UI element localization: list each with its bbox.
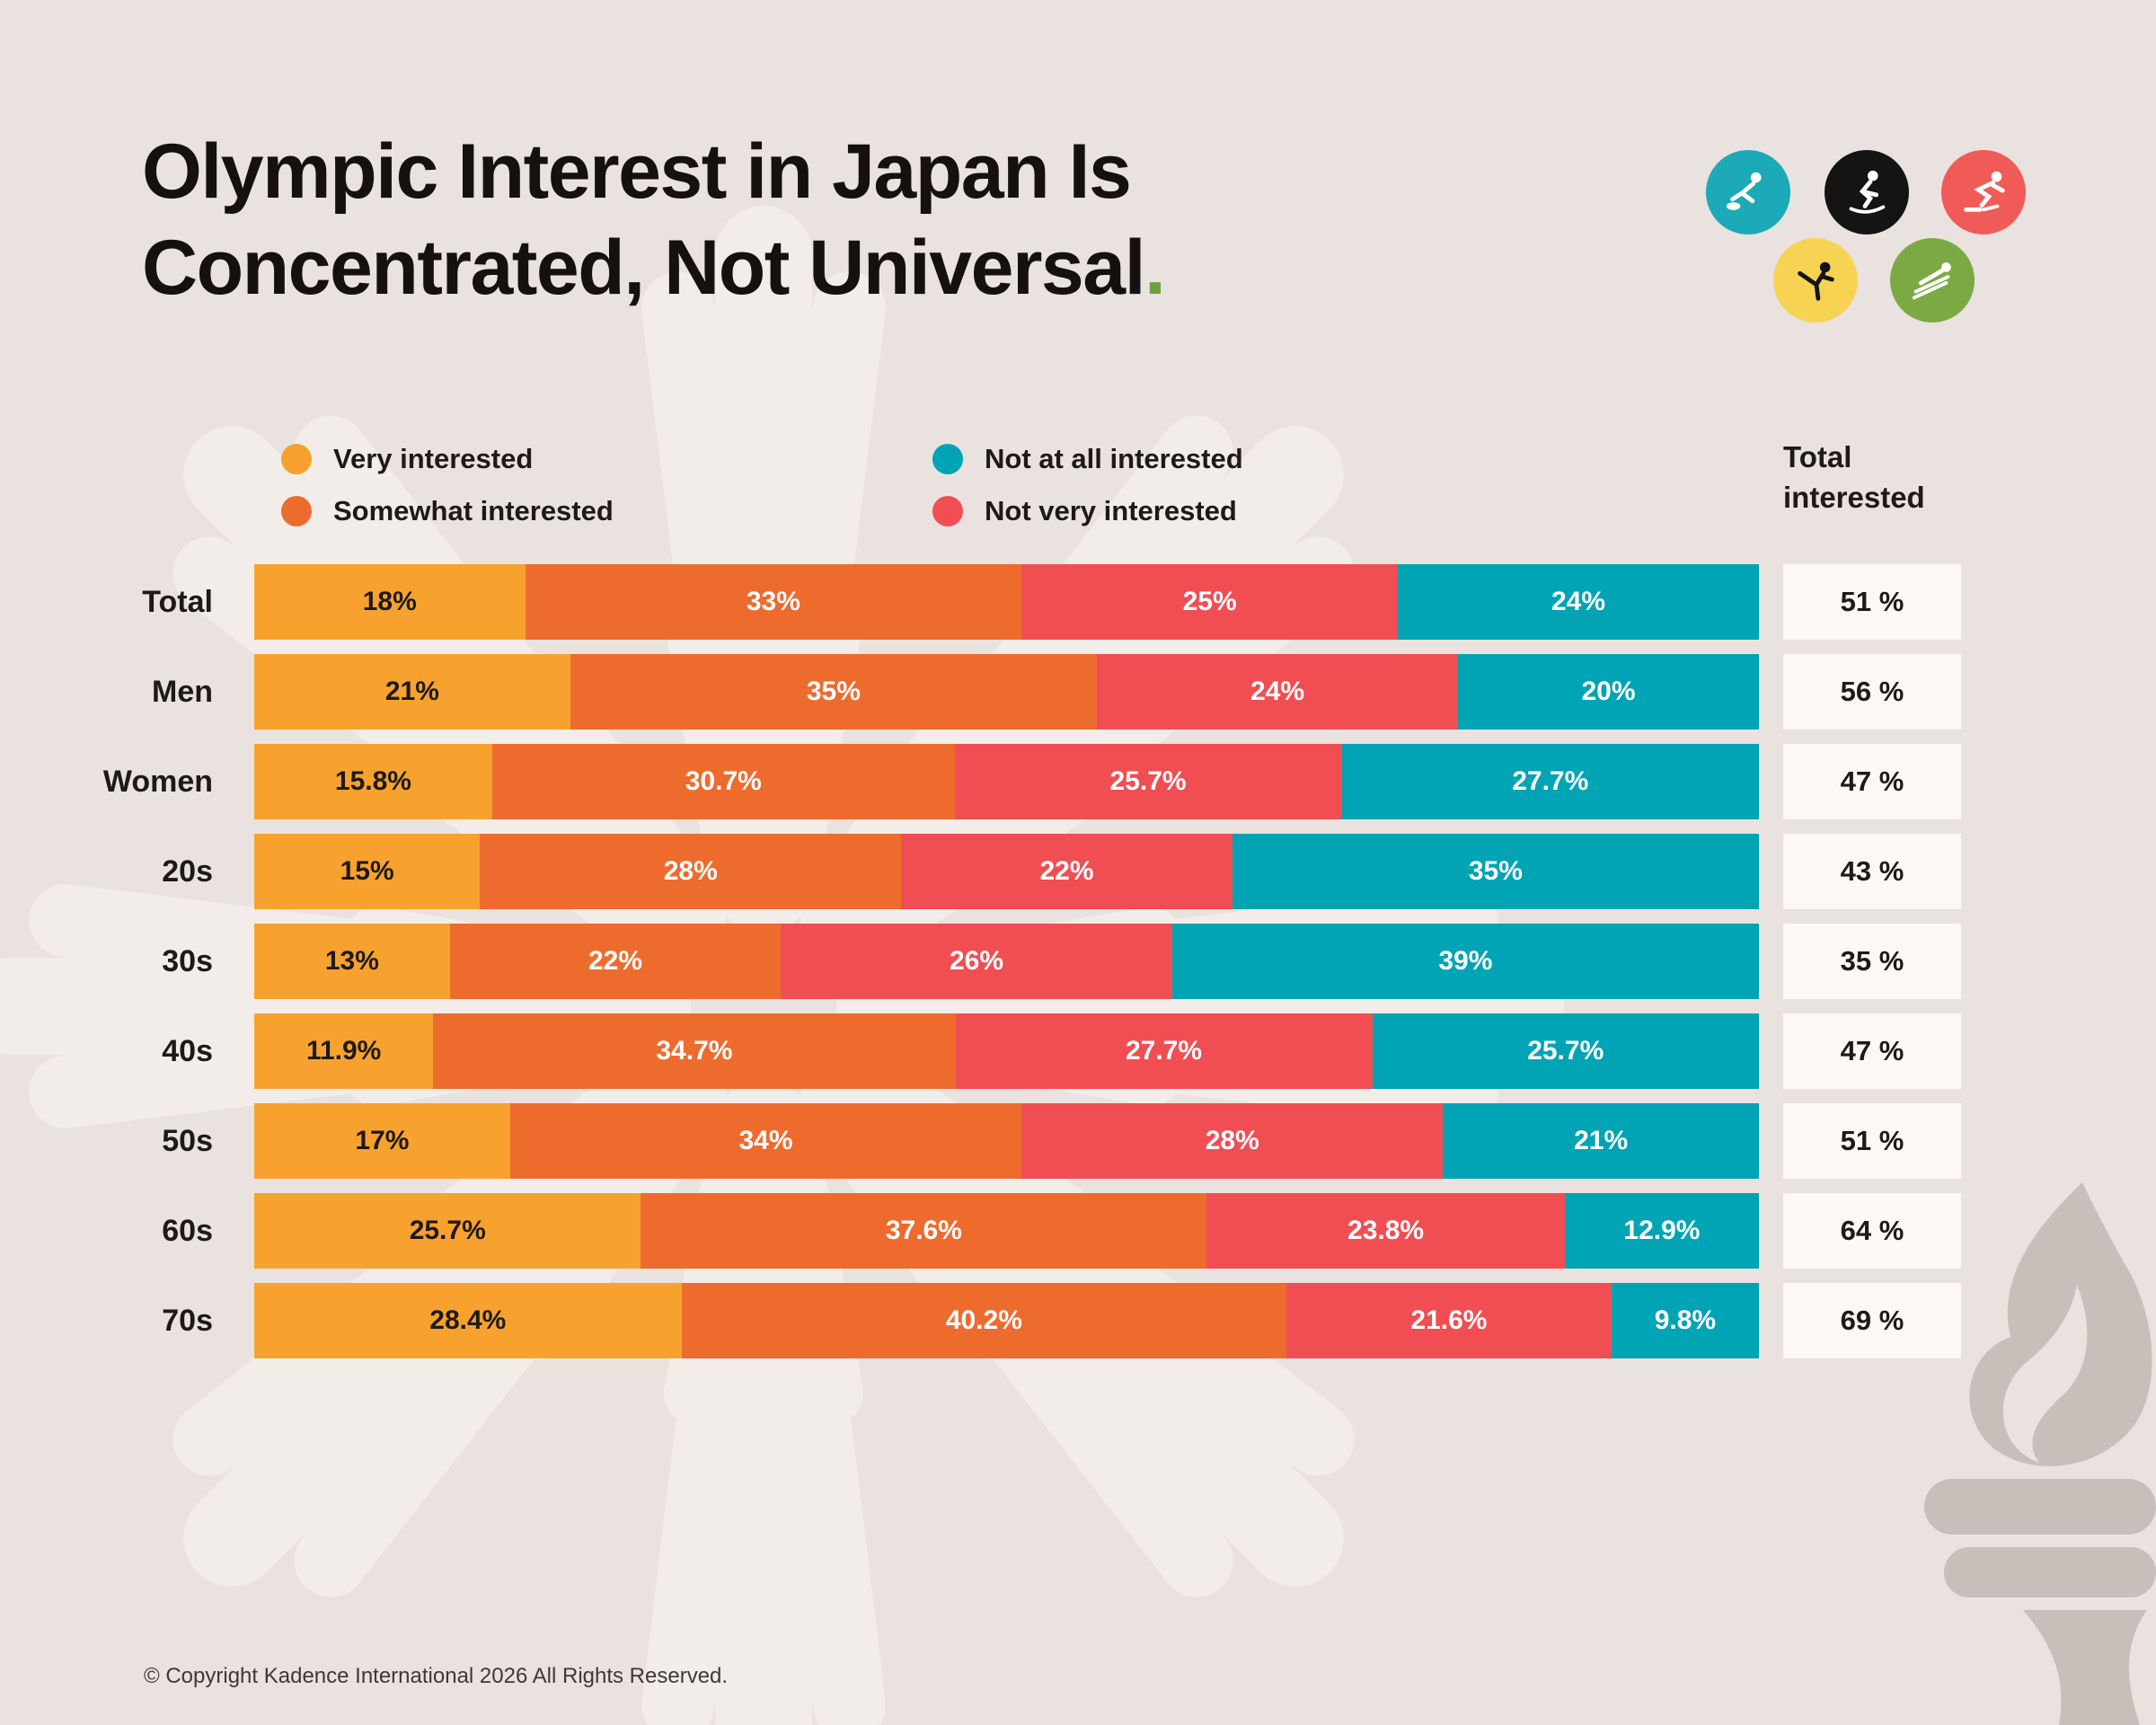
bar-segment-very-interested: 17% xyxy=(254,1103,510,1179)
total-interested-value: 69 % xyxy=(1783,1283,1961,1358)
total-interested-value: 64 % xyxy=(1783,1193,1961,1269)
total-interested-value: 51 % xyxy=(1783,1103,1961,1179)
stacked-bar: 15.8% 30.7% 25.7% 27.7% xyxy=(254,744,1759,819)
row-label: 20s xyxy=(162,854,213,889)
bar-segment-not-at-all-interested: 9.8% xyxy=(1611,1283,1759,1358)
bar-segment-not-at-all-interested: 12.9% xyxy=(1564,1193,1759,1269)
stacked-bar: 11.9% 34.7% 27.7% 25.7% xyxy=(254,1013,1759,1089)
bar-segment-not-at-all-interested: 24% xyxy=(1398,564,1759,640)
chart-row: Men 21% 35% 24% 20% 56 % xyxy=(90,654,1961,730)
title-line1: Olympic Interest in Japan Is xyxy=(142,128,1132,215)
bar-segment-somewhat-interested: 34.7% xyxy=(433,1013,956,1089)
bar-segment-not-very-interested: 25.7% xyxy=(954,744,1342,819)
bar-segment-somewhat-interested: 37.6% xyxy=(641,1193,1207,1269)
bar-segment-somewhat-interested: 28% xyxy=(480,834,902,909)
legend-dot-somewhat-interested xyxy=(281,496,312,526)
row-label: 50s xyxy=(162,1123,213,1158)
stacked-bar: 15% 28% 22% 35% xyxy=(254,834,1759,909)
bar-segment-not-very-interested: 26% xyxy=(781,924,1172,999)
stacked-bar: 13% 22% 26% 39% xyxy=(254,924,1759,999)
total-interested-value: 47 % xyxy=(1783,744,1961,819)
legend-item-very-interested: Very interested xyxy=(281,443,533,475)
bar-segment-very-interested: 18% xyxy=(254,564,526,640)
legend-item-not-very-interested: Not very interested xyxy=(932,495,1237,527)
bar-segment-somewhat-interested: 22% xyxy=(449,924,782,999)
row-label: 40s xyxy=(162,1033,213,1068)
bar-segment-not-very-interested: 27.7% xyxy=(955,1013,1373,1089)
chart-row: 20s 15% 28% 22% 35% 43 % xyxy=(90,834,1961,909)
total-interested-value: 56 % xyxy=(1783,654,1961,730)
ski-jumping-icon xyxy=(1890,238,1975,323)
bar-segment-somewhat-interested: 33% xyxy=(525,564,1022,640)
chart-row: 30s 13% 22% 26% 39% 35 % xyxy=(90,924,1961,999)
bar-segment-somewhat-interested: 34% xyxy=(509,1103,1022,1179)
bar-segment-somewhat-interested: 30.7% xyxy=(491,744,955,819)
bar-segment-not-very-interested: 24% xyxy=(1097,654,1458,730)
title-line2: Concentrated, Not Universal xyxy=(142,224,1145,311)
legend-dot-very-interested xyxy=(281,444,312,474)
legend-item-not-at-all-interested: Not at all interested xyxy=(932,443,1243,475)
stacked-bar: 18% 33% 25% 24% xyxy=(254,564,1759,640)
stacked-bar: 21% 35% 24% 20% xyxy=(254,654,1759,730)
legend-label: Somewhat interested xyxy=(333,495,614,526)
chart-row: 70s 28.4% 40.2% 21.6% 9.8% 69 % xyxy=(90,1283,1961,1358)
bar-segment-not-at-all-interested: 39% xyxy=(1171,924,1759,999)
row-label: Men xyxy=(152,674,213,709)
row-label: Total xyxy=(142,584,213,619)
chart-row: Women 15.8% 30.7% 25.7% 27.7% 47 % xyxy=(90,744,1961,819)
total-interested-header: Total interested xyxy=(1783,438,1925,518)
bar-segment-not-very-interested: 23.8% xyxy=(1206,1193,1565,1269)
legend-label: Not at all interested xyxy=(985,443,1243,474)
total-interested-value: 51 % xyxy=(1783,564,1961,640)
bar-segment-very-interested: 11.9% xyxy=(254,1013,434,1089)
bar-segment-very-interested: 15.8% xyxy=(254,744,492,819)
bar-segment-not-at-all-interested: 20% xyxy=(1458,654,1759,730)
total-header-line2: interested xyxy=(1783,480,1925,514)
stacked-bar: 28.4% 40.2% 21.6% 9.8% xyxy=(254,1283,1759,1358)
row-label: 70s xyxy=(162,1303,213,1338)
bar-segment-very-interested: 13% xyxy=(254,924,450,999)
curling-icon xyxy=(1706,150,1790,234)
row-label: 30s xyxy=(162,943,213,978)
bar-segment-not-very-interested: 25% xyxy=(1021,564,1398,640)
bar-segment-not-at-all-interested: 35% xyxy=(1232,834,1759,909)
bar-segment-somewhat-interested: 40.2% xyxy=(681,1283,1287,1358)
chart-row: 60s 25.7% 37.6% 23.8% 12.9% 64 % xyxy=(90,1193,1961,1269)
skiing-icon xyxy=(1825,150,1909,234)
bar-segment-very-interested: 25.7% xyxy=(254,1193,641,1269)
bar-segment-not-at-all-interested: 25.7% xyxy=(1372,1013,1759,1089)
copyright-text: © Copyright Kadence International 2026 A… xyxy=(144,1664,729,1688)
total-interested-value: 35 % xyxy=(1783,924,1961,999)
chart-row: 40s 11.9% 34.7% 27.7% 25.7% 47 % xyxy=(90,1013,1961,1089)
legend-dot-not-very-interested xyxy=(932,496,963,526)
total-interested-value: 47 % xyxy=(1783,1013,1961,1089)
bar-segment-very-interested: 28.4% xyxy=(254,1283,682,1358)
row-label: Women xyxy=(102,764,213,799)
chart-row: Total 18% 33% 25% 24% 51 % xyxy=(90,564,1961,640)
bar-segment-very-interested: 21% xyxy=(254,654,570,730)
title-green-period: . xyxy=(1144,224,1166,311)
legend-dot-not-at-all-interested xyxy=(932,444,963,474)
bar-segment-not-very-interested: 22% xyxy=(901,834,1233,909)
figure-skating-icon xyxy=(1773,238,1858,323)
speed-skating-icon xyxy=(1941,150,2026,234)
bar-segment-somewhat-interested: 35% xyxy=(570,654,1097,730)
page-title: Olympic Interest in Japan Is Concentrate… xyxy=(142,124,1166,315)
legend-label: Very interested xyxy=(333,443,534,474)
chart-row: 50s 17% 34% 28% 21% 51 % xyxy=(90,1103,1961,1179)
bar-segment-very-interested: 15% xyxy=(254,834,481,909)
bar-segment-not-at-all-interested: 21% xyxy=(1443,1103,1759,1179)
stacked-bar: 17% 34% 28% 21% xyxy=(254,1103,1759,1179)
legend-label: Not very interested xyxy=(985,495,1237,526)
bar-segment-not-at-all-interested: 27.7% xyxy=(1341,744,1759,819)
bar-segment-not-very-interested: 28% xyxy=(1021,1103,1444,1179)
total-header-line1: Total xyxy=(1783,440,1852,473)
row-label: 60s xyxy=(162,1213,213,1248)
legend-item-somewhat-interested: Somewhat interested xyxy=(281,495,614,527)
stacked-bar-chart: Total 18% 33% 25% 24% 51 % Men 21% 35% 24% 20%… xyxy=(90,564,1961,1373)
total-interested-value: 43 % xyxy=(1783,834,1961,909)
bar-segment-not-very-interested: 21.6% xyxy=(1286,1283,1612,1358)
stacked-bar: 25.7% 37.6% 23.8% 12.9% xyxy=(254,1193,1759,1269)
